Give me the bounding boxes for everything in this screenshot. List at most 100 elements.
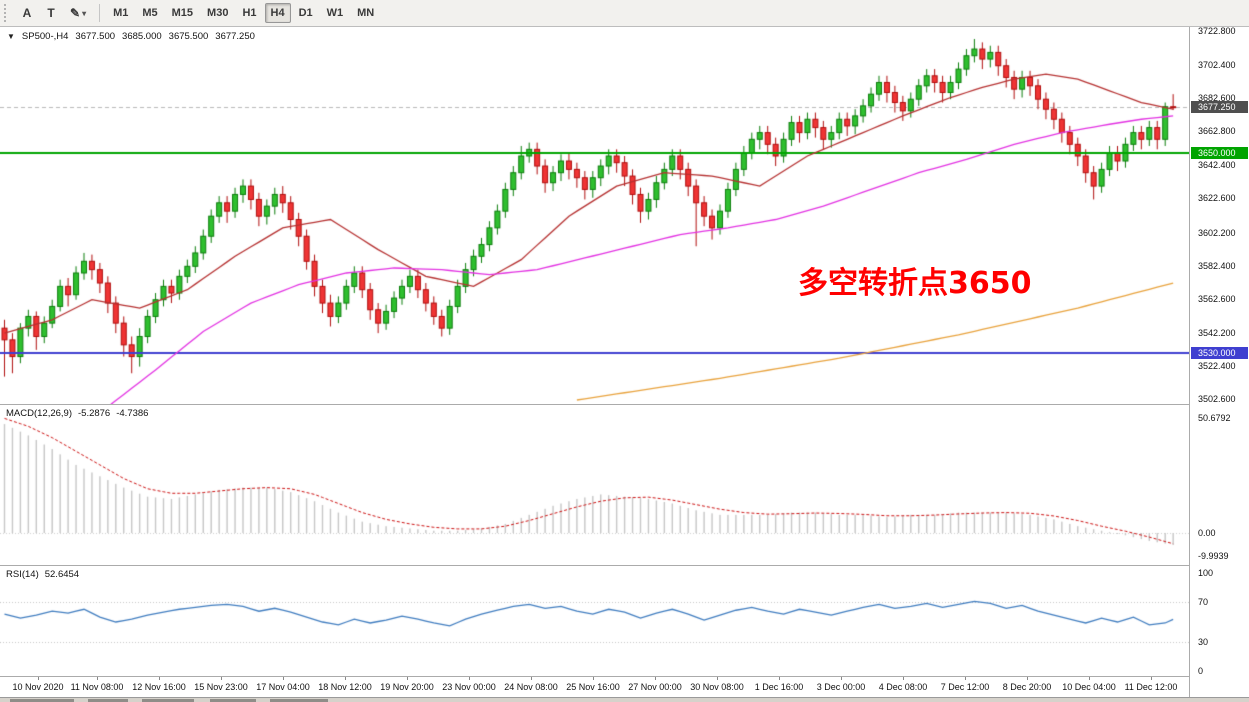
time-tick (407, 677, 408, 680)
time-tick-label: 10 Nov 2020 (12, 682, 64, 692)
macd-signal-value: -4.7386 (116, 408, 149, 419)
timeframe-h1-button[interactable]: H1 (236, 3, 262, 23)
clipped-tab (142, 699, 194, 702)
timeframe-m5-button[interactable]: M5 (136, 3, 163, 23)
time-tick (1089, 677, 1090, 680)
support-level-badge: 3530.000 (1191, 347, 1248, 360)
time-tick-label: 23 Nov 00:00 (442, 682, 496, 692)
clipped-tab (210, 699, 256, 702)
pencil-icon: ✎ (70, 6, 81, 20)
toolbar-grip[interactable] (4, 4, 11, 22)
time-tick (38, 677, 39, 680)
time-tick-label: 27 Nov 00:00 (628, 682, 682, 692)
rsi-label: RSI(14) (6, 569, 39, 580)
letter-t-icon: T (47, 6, 55, 20)
ohlc-close: 3677.250 (215, 31, 255, 42)
main-chart-canvas[interactable] (0, 27, 1189, 404)
price-tick-label: 3522.400 (1198, 360, 1236, 371)
price-tick-label: 3622.600 (1198, 193, 1236, 204)
rsi-header: RSI(14) 52.6454 (6, 569, 79, 580)
time-tick-label: 11 Nov 08:00 (70, 682, 124, 692)
time-axis[interactable]: 10 Nov 2020 11 Nov 08:00 12 Nov 16:00 15 No… (0, 677, 1189, 697)
ohlc-open: 3677.500 (75, 31, 116, 42)
rsi-value: 52.6454 (44, 569, 80, 580)
rsi-tick-label: 0 (1198, 666, 1204, 676)
time-tick-label: 24 Nov 08:00 (504, 682, 558, 692)
time-tick (779, 677, 780, 680)
chart-expander-icon[interactable]: ▼ (7, 32, 15, 41)
chart-symbol-period: SP500-,H4 (21, 31, 69, 42)
bottom-tab-strip[interactable] (0, 697, 1249, 702)
time-tick-label: 18 Nov 12:00 (318, 682, 372, 692)
time-tick (345, 677, 346, 680)
price-tick-label: 3542.200 (1198, 327, 1236, 338)
rsi-tick-label: 30 (1198, 636, 1209, 647)
time-tick (1151, 677, 1152, 680)
resistance-level-badge: 3650.000 (1191, 146, 1248, 159)
main-toolbar: A T ✎ ▾ M1 M5 M15 M30 H1 H4 D1 W1 MN (0, 0, 1249, 27)
a-tool-button[interactable]: A (16, 3, 38, 23)
price-axis[interactable]: 3722.800 3702.400 3682.600 3662.800 3642.400… (1189, 26, 1249, 697)
time-tick-label: 15 Nov 23:00 (194, 682, 248, 692)
timeframe-mn-button[interactable]: MN (351, 3, 380, 23)
price-tick-label: 3682.600 (1198, 93, 1236, 104)
rsi-tick-label: 100 (1198, 568, 1214, 578)
time-tick-label: 8 Dec 20:00 (1002, 682, 1052, 692)
price-tick-label: 3562.600 (1198, 293, 1236, 304)
current-price-badge: 3677.250 (1191, 101, 1248, 114)
time-tick (469, 677, 470, 680)
rsi-tick-label: 70 (1198, 597, 1209, 608)
clipped-tab (88, 699, 128, 702)
ohlc-high: 3685.000 (122, 31, 162, 42)
time-tick-label: 4 Dec 08:00 (878, 682, 928, 692)
timeframe-w1-button[interactable]: W1 (321, 3, 350, 23)
time-tick (717, 677, 718, 680)
time-tick (1027, 677, 1028, 680)
time-tick-label: 1 Dec 16:00 (754, 682, 804, 692)
price-tick-label: 3602.200 (1198, 227, 1236, 238)
timeframe-m15-button[interactable]: M15 (166, 3, 199, 23)
time-tick-label: 30 Nov 08:00 (690, 682, 744, 692)
time-tick (159, 677, 160, 680)
chart-annotation-text[interactable]: 多空转折点3650 (798, 266, 1032, 301)
chart-ohlc-header: ▼ SP500-,H4 3677.500 3685.000 3675.500 3… (7, 31, 255, 42)
timeframe-h4-button[interactable]: H4 (264, 3, 291, 23)
letter-a-icon: A (22, 6, 32, 20)
time-tick (283, 677, 284, 680)
time-tick (97, 677, 98, 680)
macd-label: MACD(12,26,9) (6, 408, 72, 419)
time-tick-label: 11 Dec 12:00 (1124, 682, 1178, 692)
toolbar-separator (99, 4, 101, 22)
panel-divider[interactable] (0, 404, 1249, 405)
clipped-tab (270, 699, 328, 702)
t-tool-button[interactable]: T (40, 3, 62, 23)
price-tick-label: 3502.600 (1198, 394, 1236, 404)
time-tick-label: 17 Nov 04:00 (256, 682, 310, 692)
price-tick-label: 3702.400 (1198, 60, 1236, 71)
macd-tick-label: -9.9939 (1198, 550, 1229, 561)
macd-value: -5.2876 (78, 408, 111, 419)
time-tick-label: 12 Nov 16:00 (132, 682, 186, 692)
time-tick-label: 25 Nov 16:00 (566, 682, 620, 692)
timeframe-d1-button[interactable]: D1 (293, 3, 319, 23)
time-tick (903, 677, 904, 680)
macd-header: MACD(12,26,9) -5.2876 -4.7386 (6, 408, 148, 419)
macd-tick-label: 50.6792 (1198, 413, 1231, 423)
timeframe-m30-button[interactable]: M30 (201, 3, 234, 23)
time-tick (531, 677, 532, 680)
panel-divider[interactable] (0, 565, 1249, 566)
macd-indicator-canvas[interactable] (0, 405, 1189, 565)
clipped-tab (10, 699, 74, 702)
time-tick-label: 19 Nov 20:00 (380, 682, 434, 692)
time-tick-label: 3 Dec 00:00 (816, 682, 866, 692)
time-tick-label: 7 Dec 12:00 (940, 682, 990, 692)
drawing-tools-button[interactable]: ✎ ▾ (64, 3, 92, 23)
macd-tick-label: 0.00 (1198, 528, 1216, 538)
timeframe-m1-button[interactable]: M1 (107, 3, 134, 23)
panel-divider (0, 676, 1249, 677)
price-tick-label: 3582.400 (1198, 260, 1236, 271)
rsi-indicator-canvas[interactable] (0, 566, 1189, 676)
time-tick (593, 677, 594, 680)
time-tick (655, 677, 656, 680)
